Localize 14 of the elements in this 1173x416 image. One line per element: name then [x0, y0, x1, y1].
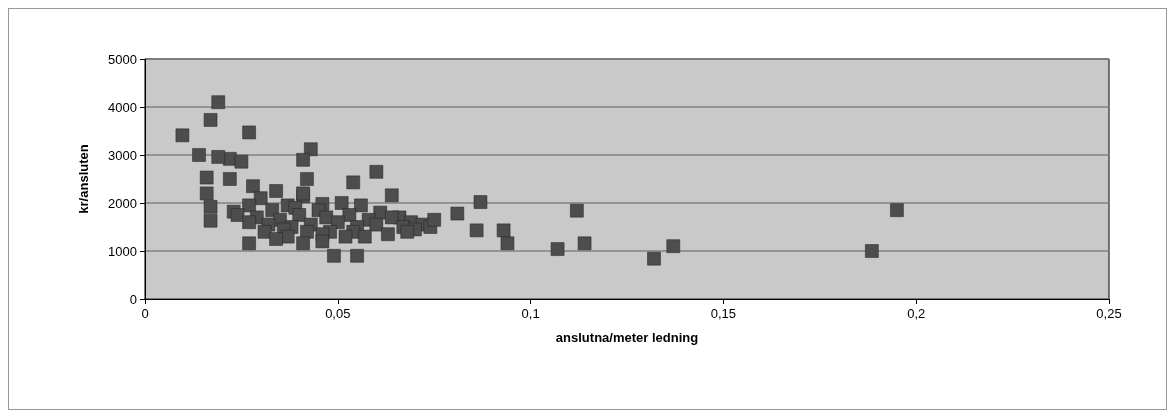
y-tick-label: 5000 — [108, 51, 137, 67]
x-tick-label: 0,1 — [521, 306, 540, 321]
y-axis-title: kr/ansluten — [76, 144, 91, 214]
x-tick-label: 0,15 — [710, 306, 737, 321]
x-tick-label: 0 — [141, 306, 149, 321]
x-axis-title: anslutna/meter ledning — [555, 330, 699, 345]
x-tick-label: 0,25 — [1096, 306, 1122, 321]
y-tick-label: 3000 — [108, 147, 137, 163]
y-tick-label: 0 — [129, 291, 137, 307]
y-tick-label: 4000 — [108, 99, 137, 115]
y-tick-label: 2000 — [108, 195, 137, 211]
x-tick-label: 0,05 — [325, 306, 351, 321]
y-tick-label: 1000 — [108, 243, 137, 259]
x-tick-label: 0,2 — [907, 306, 926, 321]
